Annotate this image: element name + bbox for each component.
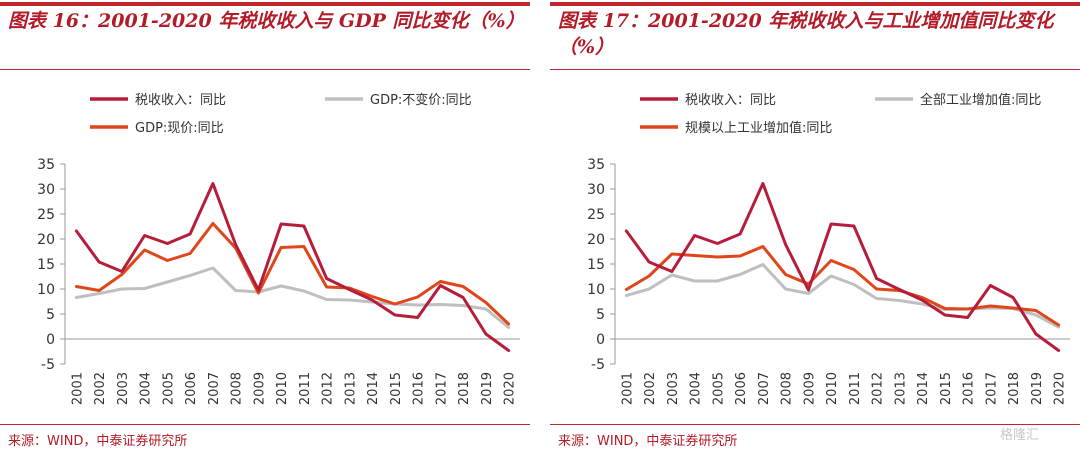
x-tick-label: 2013 xyxy=(893,372,908,405)
series-line xyxy=(74,222,511,326)
chart-title: 图表 17：2001-2020 年税收收入与工业增加值同比变化（%） xyxy=(558,10,1054,58)
series-line xyxy=(624,245,1061,327)
legend-label: GDP:现价:同比 xyxy=(135,121,224,136)
x-tick-label: 2018 xyxy=(1007,372,1022,405)
series-line xyxy=(624,182,1061,352)
watermark-logo: 格隆汇 xyxy=(1000,428,1040,443)
x-tick-label: 2007 xyxy=(207,372,222,405)
y-tick-label: 20 xyxy=(37,232,55,248)
x-tick-label: 2002 xyxy=(93,372,108,405)
y-tick-label: 25 xyxy=(37,207,55,223)
x-tick-label: 2016 xyxy=(412,372,427,405)
y-tick-label: -5 xyxy=(41,357,55,373)
y-tick-label: 35 xyxy=(587,157,605,173)
x-tick-label: 2012 xyxy=(321,372,336,405)
x-tick-label: 2008 xyxy=(780,372,795,405)
x-tick-label: 2009 xyxy=(802,372,817,405)
y-tick-label: 25 xyxy=(587,207,605,223)
series-line xyxy=(624,263,1061,329)
title-rule xyxy=(550,2,1080,6)
x-tick-label: 2002 xyxy=(643,372,658,405)
y-tick-label: 15 xyxy=(37,257,55,273)
source-note: 来源：WIND，中泰证券研究所 xyxy=(558,434,738,449)
x-tick-label: 2005 xyxy=(711,372,726,405)
x-tick-label: 2010 xyxy=(825,372,840,405)
line-chart-16: 税收收入：同比 GDP:不变价:同比 GDP:现价:同比 -5 0 5 10 15 20 25 30… xyxy=(37,92,520,405)
x-tick-label: 2014 xyxy=(916,372,931,405)
chart-panel-16: 图表 16：2001-2020 年税收收入与 GDP 同比变化（%） 税收收入：… xyxy=(0,0,530,449)
y-tick-label: 30 xyxy=(587,182,605,198)
source-note: 来源：WIND，中泰证券研究所 xyxy=(8,434,188,449)
x-tick-label: 2006 xyxy=(734,372,749,405)
y-tick-label: 5 xyxy=(46,307,55,323)
y-tick-label: 35 xyxy=(37,157,55,173)
legend-label: 规模以上工业增加值:同比 xyxy=(685,120,832,136)
x-tick-label: 2003 xyxy=(666,372,681,405)
y-tick-label: 10 xyxy=(587,282,605,298)
x-tick-label: 2020 xyxy=(1053,372,1068,405)
x-tick-label: 2015 xyxy=(939,372,954,405)
x-tick-label: 2004 xyxy=(689,372,704,405)
y-tick-label: 10 xyxy=(37,282,55,298)
x-tick-label: 2004 xyxy=(139,372,154,405)
legend-label: 税收收入：同比 xyxy=(135,93,226,108)
y-tick-label: 30 xyxy=(37,182,55,198)
series-line xyxy=(74,182,511,352)
legend-label: GDP:不变价:同比 xyxy=(370,92,472,108)
x-tick-label: 2018 xyxy=(457,372,472,405)
x-tick-label: 2003 xyxy=(116,372,131,405)
x-tick-label: 2001 xyxy=(620,372,635,405)
title-underline xyxy=(550,69,1080,70)
y-tick-label: 20 xyxy=(587,232,605,248)
x-tick-label: 2013 xyxy=(343,372,358,405)
title-underline xyxy=(0,69,530,70)
series-line xyxy=(74,266,511,329)
y-tick-label: -5 xyxy=(591,357,605,373)
x-tick-label: 2010 xyxy=(275,372,290,405)
x-tick-label: 2005 xyxy=(161,372,176,405)
x-tick-label: 2019 xyxy=(1030,372,1045,405)
x-tick-label: 2014 xyxy=(366,372,381,405)
x-tick-label: 2017 xyxy=(984,372,999,405)
x-tick-label: 2001 xyxy=(70,372,85,405)
x-tick-label: 2011 xyxy=(848,372,863,405)
x-tick-label: 2006 xyxy=(184,372,199,405)
legend-label: 全部工业增加值:同比 xyxy=(920,92,1041,108)
x-tick-label: 2017 xyxy=(434,372,449,405)
title-rule xyxy=(0,2,530,6)
x-tick-label: 2019 xyxy=(480,372,495,405)
y-tick-label: 0 xyxy=(46,332,55,348)
y-tick-label: 15 xyxy=(587,257,605,273)
x-tick-label: 2009 xyxy=(252,372,267,405)
source-rule xyxy=(0,424,530,425)
x-tick-label: 2007 xyxy=(757,372,772,405)
x-tick-label: 2015 xyxy=(389,372,404,405)
y-tick-label: 0 xyxy=(596,332,605,348)
x-tick-label: 2016 xyxy=(962,372,977,405)
x-tick-label: 2012 xyxy=(871,372,886,405)
x-tick-label: 2011 xyxy=(298,372,313,405)
source-rule xyxy=(550,424,1080,425)
line-chart-17: 税收收入：同比 全部工业增加值:同比规模以上工业增加值:同比-5051015202… xyxy=(587,92,1070,405)
x-tick-label: 2020 xyxy=(503,372,518,405)
chart-title: 图表 16：2001-2020 年税收收入与 GDP 同比变化（%） xyxy=(8,10,525,32)
x-tick-label: 2008 xyxy=(230,372,245,405)
y-tick-label: 5 xyxy=(596,307,605,323)
chart-panel-17: 图表 17：2001-2020 年税收收入与工业增加值同比变化（%） 税收收入：… xyxy=(550,0,1080,449)
legend-label: 税收收入：同比 xyxy=(685,93,776,108)
